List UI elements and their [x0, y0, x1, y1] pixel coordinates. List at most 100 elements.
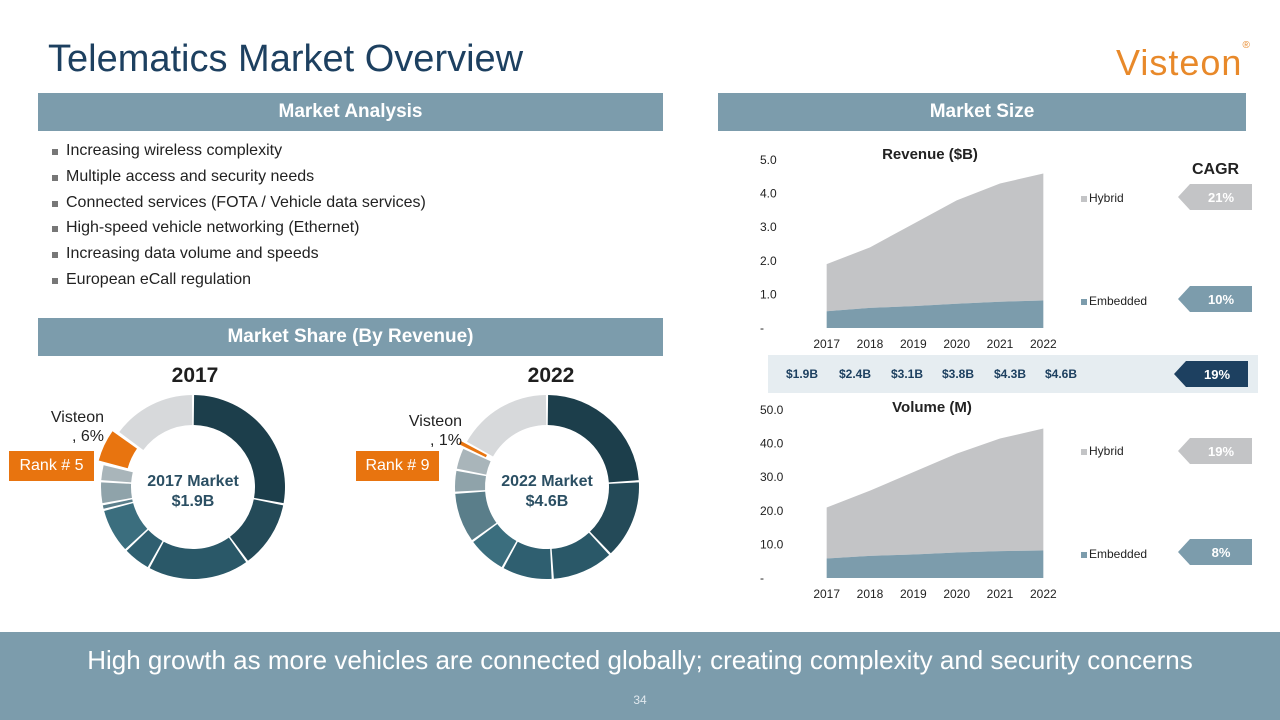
y-tick-label: 40.0	[760, 437, 784, 451]
donut-segment	[101, 482, 132, 504]
area-hybrid	[826, 173, 1044, 312]
donut-segment	[149, 537, 247, 580]
volume-legend-embedded: Embedded	[1081, 547, 1147, 561]
donut-segment	[503, 541, 552, 579]
donut-segment	[547, 395, 639, 483]
visteon-label-line2: , 6%	[71, 428, 104, 445]
donut-2022-center-title: 2022 Market	[501, 473, 593, 490]
revenue-chart-title: Revenue ($B)	[882, 146, 978, 163]
svg-text:10%: 10%	[1208, 292, 1234, 307]
cagr-tag-revenue-hybrid: 21%	[1178, 184, 1252, 210]
area-hybrid	[826, 428, 1044, 559]
donut-segment	[193, 395, 285, 504]
visteon-segment	[98, 431, 137, 469]
y-tick-label: 50.0	[760, 403, 784, 417]
x-tick-label: 2018	[857, 587, 884, 601]
x-tick-label: 2019	[900, 337, 927, 351]
visteon-label-line2: , 1%	[429, 432, 462, 449]
x-tick-label: 2017	[813, 337, 840, 351]
visteon-logo: Visteon®	[1116, 40, 1251, 83]
donut-2017-visteon-label: Visteon , 6%	[30, 408, 104, 446]
revenue-chart: - 1.0 2.0 3.0 4.0 5.0 2017 2018 2019 2020 2021 2022	[760, 153, 1057, 351]
x-tick-label: 2022	[1030, 587, 1057, 601]
cagr-tag-volume-hybrid: 19%	[1178, 438, 1252, 464]
donut-2017-chart	[98, 395, 285, 580]
svg-text:19%: 19%	[1208, 444, 1234, 459]
y-tick-label: 3.0	[760, 220, 777, 234]
revenue-total-2017: $1.9B	[786, 367, 819, 381]
revenue-legend-embedded: Embedded	[1081, 294, 1147, 308]
x-tick-label: 2019	[900, 587, 927, 601]
y-tick-label: 1.0	[760, 287, 777, 301]
revenue-total-2020: $3.8B	[942, 367, 975, 381]
donut-segment	[230, 499, 284, 561]
revenue-total-2022: $4.6B	[1045, 367, 1078, 381]
donut-segment	[119, 395, 193, 450]
x-tick-label: 2018	[857, 337, 884, 351]
svg-text:19%: 19%	[1204, 367, 1230, 382]
donut-segment	[473, 524, 517, 568]
page-title: Telematics Market Overview	[48, 38, 524, 80]
volume-legend-hybrid: Hybrid	[1081, 444, 1124, 458]
donut-segment	[455, 470, 486, 492]
footer-tagline: High growth as more vehicles are connect…	[87, 645, 1193, 675]
area-embedded	[826, 550, 1044, 578]
market-analysis-header: Market Analysis	[38, 93, 663, 131]
cagr-header: CAGR	[1192, 161, 1240, 178]
y-tick-label: 10.0	[760, 537, 784, 551]
cagr-tag-revenue-total: 19%	[1174, 361, 1248, 387]
svg-text:21%: 21%	[1208, 190, 1234, 205]
x-tick-label: 2020	[943, 337, 970, 351]
revenue-total-2019: $3.1B	[891, 367, 924, 381]
cagr-tag-revenue-embedded: 10%	[1178, 286, 1252, 312]
revenue-total-2018: $2.4B	[839, 367, 872, 381]
donut-2022-visteon-label: Visteon , 1%	[392, 412, 462, 450]
area-embedded	[826, 300, 1044, 328]
cagr-tag-volume-embedded: 8%	[1178, 539, 1252, 565]
y-tick-label: 20.0	[760, 504, 784, 518]
list-item: Increasing data volume and speeds	[48, 243, 426, 269]
revenue-total-2021: $4.3B	[994, 367, 1027, 381]
donut-2017-center: 2017 Market $1.9B	[133, 472, 253, 512]
x-tick-label: 2017	[813, 587, 840, 601]
page-number: 34	[633, 693, 647, 707]
x-tick-label: 2020	[943, 587, 970, 601]
donut-2022-center: 2022 Market $4.6B	[487, 472, 607, 512]
visteon-segment	[458, 440, 487, 458]
y-tick-label: -	[760, 571, 764, 585]
donut-segment	[589, 482, 639, 554]
donut-2022-rank-badge: Rank # 9	[356, 451, 439, 481]
svg-text:8%: 8%	[1212, 545, 1231, 560]
donut-2017-rank-badge: Rank # 5	[9, 451, 94, 481]
donut-segment	[126, 529, 163, 568]
donut-2022-chart	[455, 395, 639, 579]
revenue-legend-hybrid: Hybrid	[1081, 191, 1124, 205]
market-share-header: Market Share (By Revenue)	[38, 318, 663, 356]
y-tick-label: -	[760, 321, 764, 335]
donut-2022-year: 2022	[527, 364, 575, 387]
visteon-label-line1: Visteon	[50, 409, 104, 426]
donut-segment	[102, 499, 133, 509]
donut-segment	[104, 503, 148, 550]
market-analysis-list: Increasing wireless complexity Multiple …	[48, 140, 426, 295]
list-item: Connected services (FOTA / Vehicle data …	[48, 192, 426, 218]
x-tick-label: 2021	[987, 337, 1014, 351]
donut-2017-center-value: $1.9B	[171, 493, 215, 510]
list-item: High-speed vehicle networking (Ethernet)	[48, 217, 426, 243]
list-item: European eCall regulation	[48, 269, 426, 295]
footer-band	[0, 632, 1280, 720]
donut-segment	[455, 491, 497, 541]
donut-segment	[466, 395, 547, 457]
list-item: Increasing wireless complexity	[48, 140, 426, 166]
x-tick-label: 2021	[987, 587, 1014, 601]
volume-chart-title: Volume (M)	[892, 399, 972, 416]
y-tick-label: 4.0	[760, 187, 777, 201]
donut-2022-center-value: $4.6B	[525, 493, 569, 510]
visteon-label-line1: Visteon	[408, 413, 462, 430]
market-size-header: Market Size	[718, 93, 1246, 131]
y-tick-label: 5.0	[760, 153, 777, 167]
x-tick-label: 2022	[1030, 337, 1057, 351]
y-tick-label: 30.0	[760, 470, 784, 484]
donut-segment	[456, 448, 491, 475]
donut-segment	[551, 532, 610, 579]
